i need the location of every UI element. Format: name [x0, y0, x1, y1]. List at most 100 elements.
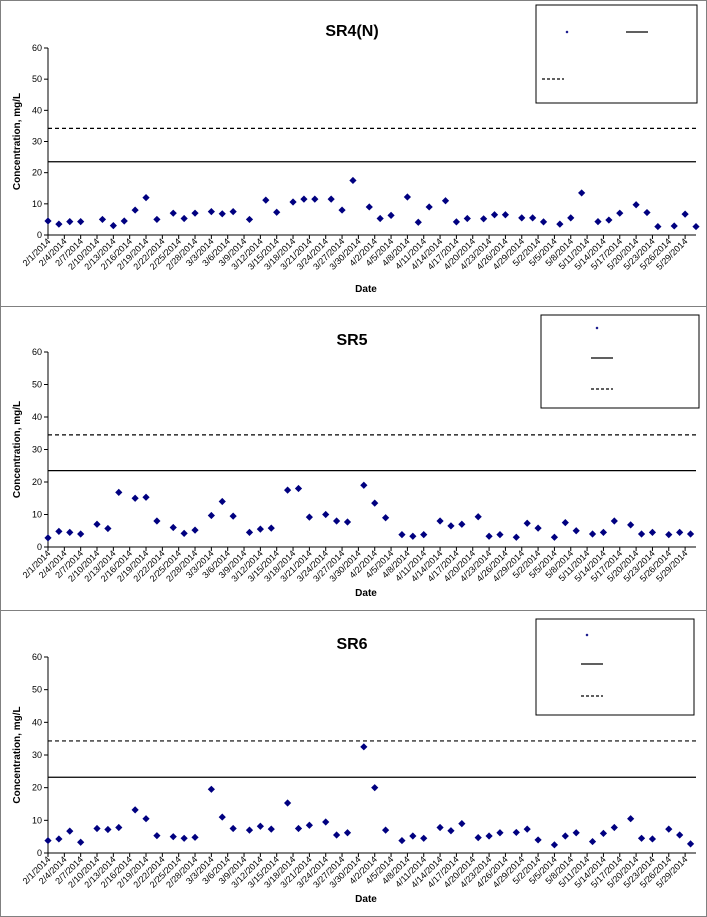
data-point [267, 825, 275, 833]
y-tick-label: 60 [32, 347, 42, 357]
data-point [44, 836, 52, 845]
data-point [637, 834, 646, 842]
data-point [77, 217, 85, 226]
data-point [382, 514, 390, 522]
chart-title: SR4(N) [325, 23, 378, 40]
data-point [665, 825, 673, 833]
y-tick-label: 20 [32, 477, 42, 487]
data-point [414, 218, 422, 226]
data-point [153, 215, 161, 224]
y-tick-label: 0 [37, 848, 42, 858]
data-point [104, 524, 112, 533]
data-point [115, 823, 123, 832]
legend-box [535, 4, 698, 104]
chart-panel-1: SR4(N) Concentration, mg/L 0 10 20 30 40 50 60 2/… [0, 0, 707, 307]
data-point [305, 513, 313, 521]
y-tick-label: 50 [32, 685, 42, 695]
data-point [294, 824, 303, 833]
data-point [245, 528, 254, 536]
data-point [643, 208, 651, 217]
data-point [501, 211, 510, 219]
data-point [441, 197, 450, 205]
y-tick-label: 10 [32, 199, 42, 209]
data-point [44, 217, 52, 225]
data-point [627, 521, 635, 529]
data-point [66, 528, 74, 536]
data-point [322, 510, 330, 519]
data-point [55, 527, 63, 535]
data-point [676, 528, 684, 536]
data-point [256, 822, 264, 830]
data-point [169, 523, 177, 532]
data-point [365, 203, 373, 211]
data-point [55, 835, 63, 843]
data-point [686, 530, 695, 538]
data-point [496, 829, 504, 837]
y-tick-label: 20 [32, 168, 42, 178]
data-point [387, 211, 395, 219]
chart-panel-3: SR6 Concentration, mg/L 0 10 20 30 40 50 60 2/1/2… [0, 610, 707, 917]
y-axis-title: Concentration, mg/L [12, 401, 23, 498]
data-point [398, 836, 406, 845]
data-point [218, 497, 226, 506]
data-point [567, 214, 575, 222]
data-point [398, 531, 406, 539]
data-point [588, 837, 597, 846]
chart-sr4n: SR4(N)Concentration, mg/L01020304050602/… [12, 4, 700, 295]
data-point [153, 517, 161, 525]
data-point [382, 826, 390, 834]
data-point [305, 821, 313, 829]
data-point [523, 825, 531, 833]
y-tick-label: 60 [32, 43, 42, 53]
data-point [343, 829, 352, 837]
data-point [93, 824, 101, 833]
data-point [273, 208, 281, 216]
data-point [534, 836, 542, 844]
data-point [610, 823, 618, 832]
data-point [692, 222, 700, 231]
legend-box [540, 314, 700, 409]
data-point [550, 533, 559, 541]
data-point [322, 818, 330, 826]
data-point [670, 222, 678, 230]
data-point [474, 513, 482, 521]
data-point [180, 834, 188, 842]
data-point [588, 530, 597, 538]
data-point [218, 813, 226, 821]
data-point [480, 215, 488, 223]
data-point [142, 194, 150, 202]
data-point [256, 525, 264, 533]
data-point [654, 222, 662, 231]
data-point [610, 517, 618, 525]
data-point [283, 486, 292, 494]
data-point [153, 832, 161, 840]
x-axis-title: Date [355, 588, 377, 599]
y-tick-label: 50 [32, 380, 42, 390]
data-point [131, 494, 139, 502]
data-point [632, 201, 640, 209]
data-point [349, 176, 357, 185]
data-point [447, 522, 455, 530]
data-point [436, 517, 444, 525]
y-tick-label: 0 [37, 542, 42, 552]
y-tick-label: 60 [32, 652, 42, 662]
data-point [561, 832, 569, 840]
data-point [490, 211, 499, 219]
y-axis-title: Concentration, mg/L [12, 706, 23, 803]
data-point [627, 815, 635, 823]
data-point [485, 532, 493, 540]
data-point [463, 214, 471, 223]
data-point [191, 833, 199, 841]
data-point [458, 520, 466, 528]
data-point [371, 499, 379, 507]
data-point [245, 215, 254, 224]
data-point [637, 530, 646, 538]
data-point [191, 209, 199, 217]
y-tick-label: 10 [32, 815, 42, 825]
data-point [169, 833, 177, 841]
data-point [648, 835, 657, 843]
data-point [665, 531, 673, 539]
data-point [169, 209, 177, 217]
data-point [561, 519, 569, 527]
